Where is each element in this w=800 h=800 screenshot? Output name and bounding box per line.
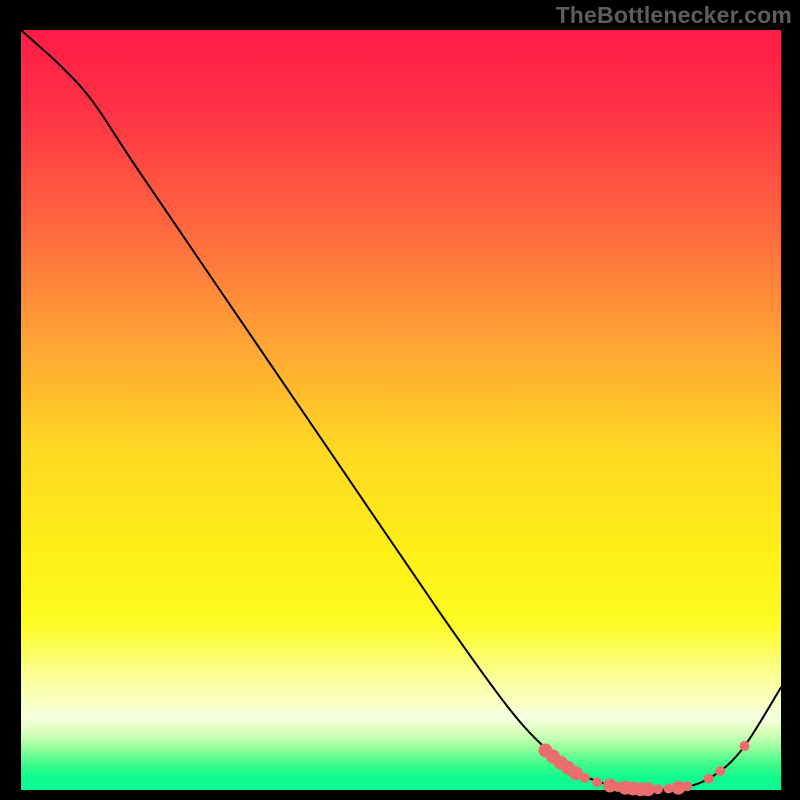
attribution-label: TheBottlenecker.com bbox=[556, 2, 792, 29]
data-marker bbox=[683, 782, 692, 791]
data-marker bbox=[653, 785, 662, 794]
chart-stage: TheBottlenecker.com bbox=[0, 0, 800, 800]
data-marker bbox=[716, 767, 725, 776]
data-marker bbox=[704, 774, 713, 783]
data-marker bbox=[642, 783, 655, 796]
data-marker bbox=[593, 778, 602, 787]
data-marker bbox=[580, 773, 589, 782]
data-marker bbox=[740, 741, 749, 750]
chart-overlay bbox=[0, 0, 800, 800]
curve-line bbox=[21, 30, 781, 790]
